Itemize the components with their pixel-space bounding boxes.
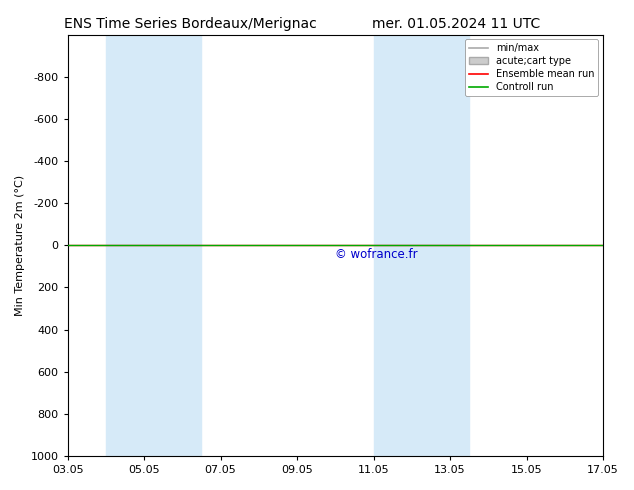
Text: ENS Time Series Bordeaux/Merignac: ENS Time Series Bordeaux/Merignac — [64, 17, 316, 31]
Y-axis label: Min Temperature 2m (°C): Min Temperature 2m (°C) — [15, 175, 25, 316]
Legend: min/max, acute;cart type, Ensemble mean run, Controll run: min/max, acute;cart type, Ensemble mean … — [465, 40, 598, 96]
Bar — [106, 35, 202, 456]
Bar — [373, 35, 469, 456]
Text: © wofrance.fr: © wofrance.fr — [335, 248, 418, 261]
Text: mer. 01.05.2024 11 UTC: mer. 01.05.2024 11 UTC — [372, 17, 541, 31]
